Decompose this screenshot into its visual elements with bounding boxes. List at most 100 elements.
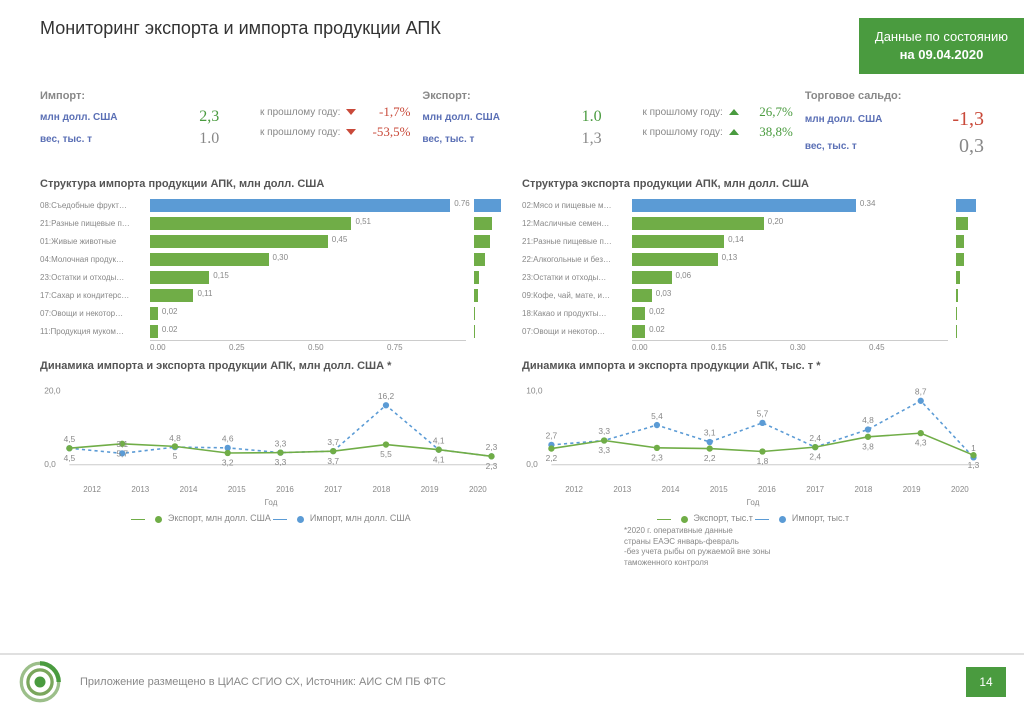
svg-text:3,3: 3,3: [275, 458, 287, 468]
legend: Экспорт, млн долл. США Импорт, млн долл.…: [40, 513, 502, 523]
svg-text:3,7: 3,7: [327, 456, 339, 466]
hbar-row: 08:Съедобные фрукт…0.76: [40, 196, 466, 214]
hbar-row: 07:Овощи и некотор…0,02: [40, 304, 466, 322]
legend: Экспорт, тыс.т Импорт, тыс.т: [522, 513, 984, 523]
svg-text:20,0: 20,0: [44, 386, 61, 396]
import-structure-chart: Структура импорта продукции АПК, млн дол…: [40, 178, 502, 352]
svg-text:4,8: 4,8: [862, 416, 874, 426]
hbar-category: 11:Продукция муком…: [40, 327, 150, 336]
bar-charts-row: Структура импорта продукции АПК, млн дол…: [0, 174, 1024, 356]
line-t: 10,0 0,0 2,7 3,3 5,4 3,1 5,7 2,4 4,8 8,7 1 2,2 3,3 2,…: [522, 378, 984, 518]
x-axis: 201220132014201520162017201820192020: [522, 485, 984, 494]
svg-text:16,2: 16,2: [378, 391, 395, 401]
date-badge: Данные по состоянию на 09.04.2020: [859, 18, 1024, 74]
hbar-row: 18:Какао и продукты…0,02: [522, 304, 948, 322]
hbar-row: 01:Живые животные0,45: [40, 232, 466, 250]
svg-text:3,3: 3,3: [598, 427, 610, 437]
arrow-up-icon: [729, 109, 739, 115]
hbar-category: 02:Мясо и пищевые м…: [522, 201, 632, 210]
kpi-export-pct: к прошлому году:26,7% к прошлому году:38…: [614, 90, 793, 162]
hbar-row: 12:Масличные семен…0,20: [522, 214, 948, 232]
dynamics-usd-chart: Динамика импорта и экспорта продукции АП…: [40, 360, 502, 518]
hbar-category: 12:Масличные семен…: [522, 219, 632, 228]
footer: Приложение размещено в ЦИАС СГИО СХ, Ист…: [0, 653, 1024, 709]
svg-text:4,5: 4,5: [64, 453, 76, 463]
arrow-up-icon: [729, 129, 739, 135]
svg-text:3,7: 3,7: [327, 437, 339, 447]
page-title: Мониторинг экспорта и импорта продукции …: [40, 18, 441, 39]
svg-text:2,2: 2,2: [546, 454, 558, 464]
svg-text:2,3: 2,3: [486, 442, 498, 452]
header: Мониторинг экспорта и импорта продукции …: [0, 0, 1024, 82]
svg-text:2,4: 2,4: [809, 433, 821, 443]
svg-text:2,3: 2,3: [651, 453, 663, 463]
svg-text:1: 1: [971, 443, 976, 453]
hbar-category: 07:Овощи и некотор…: [522, 327, 632, 336]
import-mini-bar: [474, 196, 502, 352]
line-usd: 20,00,04,53,14,84,63,33,716,24,12,34,55,…: [40, 378, 502, 518]
svg-text:4,8: 4,8: [169, 433, 181, 443]
svg-text:1,3: 1,3: [968, 460, 980, 470]
svg-text:0,0: 0,0: [44, 459, 56, 469]
hbar-row: 09:Кофе, чай, мате, и…0,03: [522, 286, 948, 304]
hbar-category: 08:Съедобные фрукт…: [40, 201, 150, 210]
hbar-category: 04:Молочная продук…: [40, 255, 150, 264]
svg-text:4,5: 4,5: [64, 434, 76, 444]
svg-text:10,0: 10,0: [526, 386, 543, 396]
line-charts-row: Динамика импорта и экспорта продукции АП…: [0, 356, 1024, 522]
hbar-axis: 0.000.250.500.75: [150, 340, 466, 352]
hbar-category: 17:Сахар и кондитерс…: [40, 291, 150, 300]
hbar-category: 23:Остатки и отходы…: [40, 273, 150, 282]
x-axis: 201220132014201520162017201820192020: [40, 485, 502, 494]
svg-text:8,7: 8,7: [915, 387, 927, 397]
hbar-row: 17:Сахар и кондитерс…0,11: [40, 286, 466, 304]
hbar-row: 23:Остатки и отходы…0,15: [40, 268, 466, 286]
hbar-row: 11:Продукция муком…0.02: [40, 322, 466, 340]
footer-source: Приложение размещено в ЦИАС СГИО СХ, Ист…: [80, 676, 966, 688]
hbar-category: 07:Овощи и некотор…: [40, 309, 150, 318]
kpi-row: Импорт: млн долл. США2,3 вес, тыс. т1.0 …: [0, 82, 1024, 174]
hbar-row: 04:Молочная продук…0,30: [40, 250, 466, 268]
hbar-category: 01:Живые животные: [40, 237, 150, 246]
svg-text:2,3: 2,3: [486, 461, 498, 471]
svg-text:3,2: 3,2: [222, 458, 234, 468]
line-svg: 10,0 0,0 2,7 3,3 5,4 3,1 5,7 2,4 4,8 8,7 1 2,2 3,3 2,…: [522, 378, 984, 478]
hbar-category: 09:Кофе, чай, мате, и…: [522, 291, 632, 300]
arrow-down-icon: [346, 129, 356, 135]
svg-text:5,7: 5,7: [757, 409, 769, 419]
kpi-import-pct: к прошлому году:-1,7% к прошлому году:-5…: [231, 90, 410, 162]
import-hbar: 08:Съедобные фрукт…0.7621:Разные пищевые…: [40, 196, 466, 352]
hbar-row: 02:Мясо и пищевые м…0.34: [522, 196, 948, 214]
hbar-row: 21:Разные пищевые п…0,51: [40, 214, 466, 232]
export-hbar: 02:Мясо и пищевые м…0.3412:Масличные сем…: [522, 196, 948, 352]
arrow-down-icon: [346, 109, 356, 115]
svg-text:2,7: 2,7: [546, 431, 558, 441]
hbar-category: 23:Остатки и отходы…: [522, 273, 632, 282]
svg-text:0,0: 0,0: [526, 459, 538, 469]
hbar-row: 07:Овощи и некотор…0.02: [522, 322, 948, 340]
kpi-export: Экспорт: млн долл. США1.0 вес, тыс. т1,3: [422, 90, 601, 162]
svg-text:5,5: 5,5: [380, 450, 392, 460]
hbar-row: 23:Остатки и отходы…0,06: [522, 268, 948, 286]
svg-text:1,8: 1,8: [757, 456, 769, 466]
svg-text:2,2: 2,2: [704, 454, 716, 464]
hbar-row: 22:Алкогольные и без…0,13: [522, 250, 948, 268]
dynamics-t-chart: Динамика импорта и экспорта продукции АП…: [522, 360, 984, 518]
svg-text:3,8: 3,8: [862, 442, 874, 452]
svg-text:4,3: 4,3: [915, 438, 927, 448]
export-structure-chart: Структура экспорта продукции АПК, млн до…: [522, 178, 984, 352]
kpi-balance: Торговое сальдо: млн долл. США-1,3 вес, …: [805, 90, 984, 162]
svg-text:4,6: 4,6: [222, 434, 234, 444]
svg-text:5,7: 5,7: [116, 449, 128, 459]
svg-text:3,3: 3,3: [598, 445, 610, 455]
hbar-row: 21:Разные пищевые п…0,14: [522, 232, 948, 250]
hbar-category: 22:Алкогольные и без…: [522, 255, 632, 264]
export-mini-bar: [956, 196, 984, 352]
kpi-import: Импорт: млн долл. США2,3 вес, тыс. т1.0: [40, 90, 219, 162]
svg-text:5: 5: [173, 451, 178, 461]
hbar-category: 21:Разные пищевые п…: [40, 219, 150, 228]
svg-text:5,4: 5,4: [651, 411, 663, 421]
hbar-axis: 0.000.150.300.45: [632, 340, 948, 352]
svg-text:4,1: 4,1: [433, 436, 445, 446]
svg-text:3,1: 3,1: [704, 428, 716, 438]
